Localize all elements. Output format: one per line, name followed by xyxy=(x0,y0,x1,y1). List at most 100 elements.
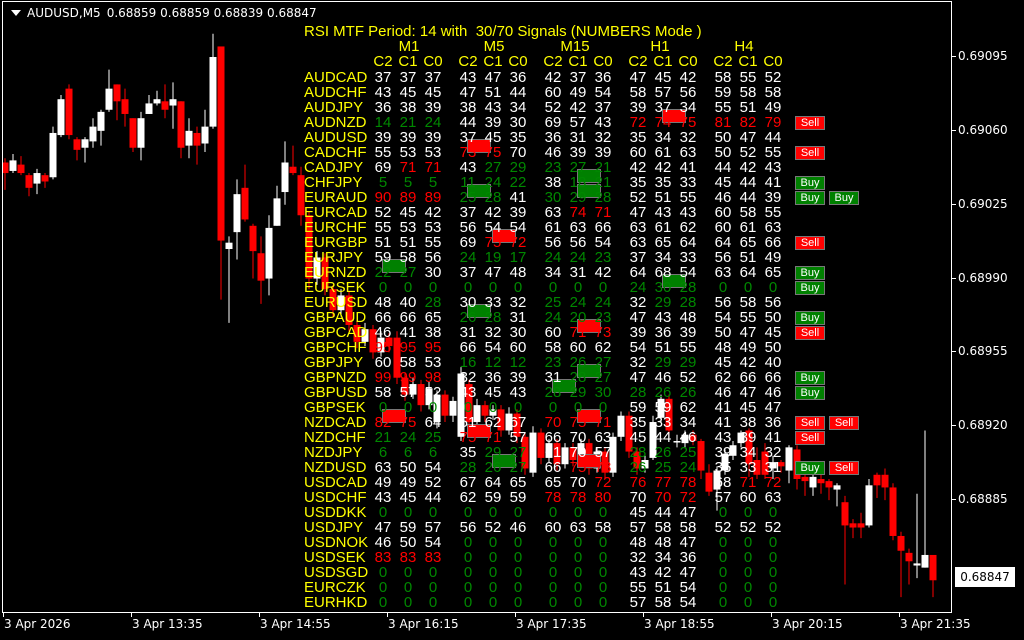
column-header-c0: C0 xyxy=(678,53,698,70)
rsi-value: 71 xyxy=(569,324,587,341)
rsi-value: 0 xyxy=(463,594,473,611)
candle-body xyxy=(721,453,729,471)
rsi-value: 30 xyxy=(544,189,562,206)
rsi-value: 0 xyxy=(513,504,523,521)
symbol-label: EURAUD xyxy=(304,189,368,206)
candle xyxy=(857,512,865,539)
rsi-value: 57 xyxy=(399,384,417,401)
candle-body xyxy=(425,388,433,406)
rsi-value: 39 xyxy=(424,129,442,146)
candle xyxy=(177,101,185,159)
rsi-value: 26 xyxy=(569,354,587,371)
rsi-value: 66 xyxy=(544,459,562,476)
sell-signal-box xyxy=(577,454,601,468)
rsi-value: 39 xyxy=(509,369,527,386)
rsi-value: 46 xyxy=(714,189,732,206)
rsi-value: 39 xyxy=(484,114,502,131)
rsi-value: 25 xyxy=(459,189,477,206)
sell-signal-label: Sell xyxy=(795,326,825,340)
buy-signal-label: Buy xyxy=(795,191,825,205)
rsi-value: 0 xyxy=(488,534,498,551)
candle-body xyxy=(473,405,481,423)
rsi-value: 43 xyxy=(764,159,782,176)
candle xyxy=(121,88,129,127)
candle xyxy=(105,69,113,112)
rsi-value: 61 xyxy=(654,219,672,236)
triangle-down-icon[interactable] xyxy=(11,10,21,16)
time-tick xyxy=(131,613,132,617)
rsi-value: 21 xyxy=(399,114,417,131)
rsi-value: 37 xyxy=(459,129,477,146)
candle xyxy=(161,84,169,119)
candle xyxy=(209,33,217,129)
rsi-value: 43 xyxy=(459,159,477,176)
rsi-value: 44 xyxy=(739,189,757,206)
rsi-value: 47 xyxy=(676,610,700,612)
rsi-value: 28 xyxy=(459,459,477,476)
time-tick xyxy=(899,613,900,617)
rsi-value: 34 xyxy=(654,249,672,266)
candle xyxy=(393,331,401,385)
time-tick xyxy=(387,613,388,617)
rsi-value: 0 xyxy=(403,579,413,596)
rsi-value: 0 xyxy=(421,610,445,612)
rsi-value: 39 xyxy=(629,99,647,116)
candle-body xyxy=(633,451,641,469)
rsi-value: 76 xyxy=(629,474,647,491)
time-tick xyxy=(771,613,772,617)
rsi-value: 43 xyxy=(654,204,672,221)
rsi-value: 26 xyxy=(629,459,647,476)
candle xyxy=(929,554,937,598)
symbol-label: NZDUSD xyxy=(304,459,367,476)
rsi-value: 83 xyxy=(399,549,417,566)
rsi-value: 32 xyxy=(679,129,697,146)
candle xyxy=(913,493,921,579)
rsi-value: 28 xyxy=(679,279,697,296)
chart-plot-area[interactable]: RSI MTF Period: 14 with 30/70 Signals (N… xyxy=(2,1,952,613)
rsi-value: 53 xyxy=(399,144,417,161)
rsi-value: 38 xyxy=(399,99,417,116)
rsi-value: 0 xyxy=(513,549,523,566)
candle xyxy=(57,94,65,138)
rsi-value: 52 xyxy=(424,474,442,491)
candle xyxy=(785,445,793,484)
rsi-value: 39 xyxy=(594,144,612,161)
rsi-value: 51 xyxy=(654,339,672,356)
rsi-value: 52 xyxy=(424,384,442,401)
rsi-value: 42 xyxy=(679,69,697,86)
rsi-value: 36 xyxy=(594,69,612,86)
rsi-value: 63 xyxy=(714,264,732,281)
symbol-label: GBPAUD xyxy=(304,309,367,326)
price-tick xyxy=(952,277,956,279)
candle-body xyxy=(273,198,281,226)
price-label: 0.69095 xyxy=(958,49,1008,63)
rsi-value: 0 xyxy=(718,579,728,596)
time-label: 3 Apr 18:55 xyxy=(644,617,715,631)
candle xyxy=(889,483,897,541)
rsi-value: 0 xyxy=(598,534,608,551)
rsi-value: 43 xyxy=(654,309,672,326)
column-header-c2: C2 xyxy=(543,53,563,70)
rsi-value: 42 xyxy=(569,99,587,116)
candlestick-series xyxy=(3,33,937,598)
column-header-c2: C2 xyxy=(713,53,733,70)
symbol-label: EURSEK xyxy=(304,279,366,296)
rsi-value: 42 xyxy=(424,204,442,221)
rsi-value: 58 xyxy=(739,294,757,311)
candle-body xyxy=(841,502,849,526)
candle xyxy=(353,320,361,349)
rsi-value: 56 xyxy=(764,294,782,311)
column-header-c1: C1 xyxy=(483,53,503,70)
column-header-c0: C0 xyxy=(763,53,783,70)
sell-signal-label: Sell xyxy=(795,431,825,445)
rsi-value: 67 xyxy=(459,474,477,491)
candle-body xyxy=(873,474,881,486)
rsi-value: 45 xyxy=(629,504,647,521)
candle-body xyxy=(201,126,209,144)
rsi-value: 36 xyxy=(484,369,502,386)
symbol-label: GBPCHF xyxy=(304,339,367,356)
symbol-label: EURCHF xyxy=(304,219,367,236)
rsi-value: 12 xyxy=(509,354,527,371)
candle xyxy=(713,466,721,511)
rsi-value: 0 xyxy=(403,504,413,521)
